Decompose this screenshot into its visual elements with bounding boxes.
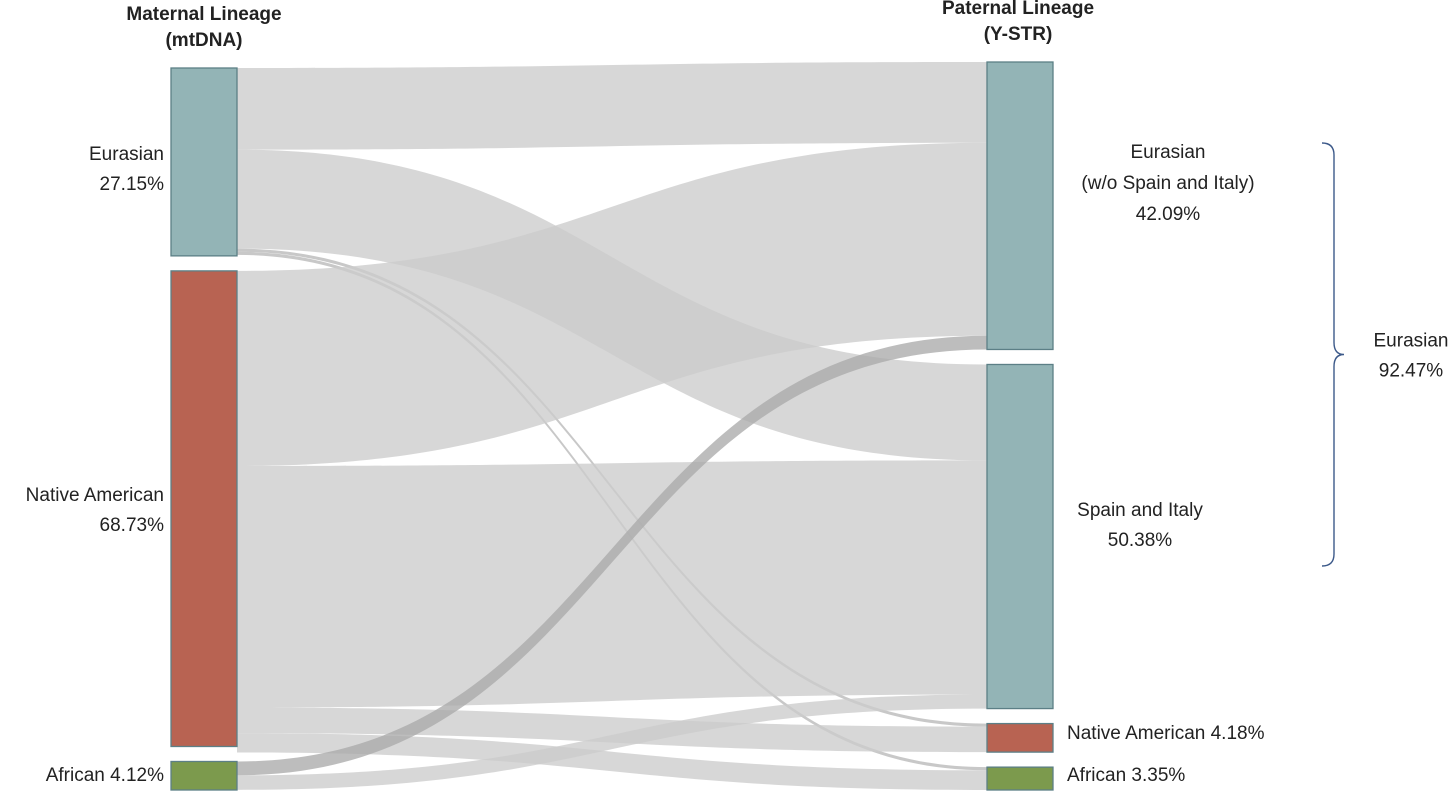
flow-m_nat-to-p_si — [237, 460, 987, 708]
flow-m_afr-to-p_si — [237, 694, 987, 790]
paternal-lineage-title: Paternal Lineage (Y-STR) — [942, 0, 1094, 45]
label-maternal-african: African 4.12% — [46, 765, 164, 786]
label-paternal-spain-and-italy: Spain and Italy 50.38% — [1077, 500, 1203, 551]
labels-layer: Maternal Lineage (mtDNA) Paternal Lineage(… — [26, 0, 1265, 786]
flow-m_nat-to-p_eur — [237, 142, 987, 467]
label-paternal-native-american: Native American 4.18% — [1067, 723, 1265, 744]
maternal-node-m_eur — [170, 67, 238, 257]
flow-m_nat-to-p_afr — [237, 733, 987, 790]
label-maternal-native-american: Native American 68.73% — [26, 485, 164, 536]
label-total-eurasian: Eurasian 92.47% — [1374, 331, 1449, 382]
eurasian-brace-icon — [1321, 142, 1345, 567]
paternal-node-p_si — [986, 363, 1054, 710]
label-paternal-eurasian: Eurasian (w/o Spain and Italy) 42.09% — [1081, 142, 1254, 225]
flows-layer — [237, 62, 987, 790]
paternal-node-p_afr — [986, 766, 1054, 791]
paternal-node-p_eur — [986, 61, 1054, 351]
maternal-lineage-title: Maternal Lineage (mtDNA) — [126, 4, 281, 51]
flow-m_eur-to-p_eur — [237, 62, 987, 150]
flow-m_afr-to-p_eur — [237, 335, 987, 776]
label-maternal-eurasian: Eurasian 27.15% — [89, 144, 164, 195]
paternal-node-p_nat — [986, 722, 1054, 753]
maternal-node-m_afr — [170, 760, 238, 791]
label-paternal-african: African 3.35% — [1067, 765, 1185, 786]
maternal-node-m_nat — [170, 270, 238, 748]
nodes-layer — [170, 61, 1054, 791]
bracket-layer: Eurasian 92.47% — [1321, 142, 1449, 567]
